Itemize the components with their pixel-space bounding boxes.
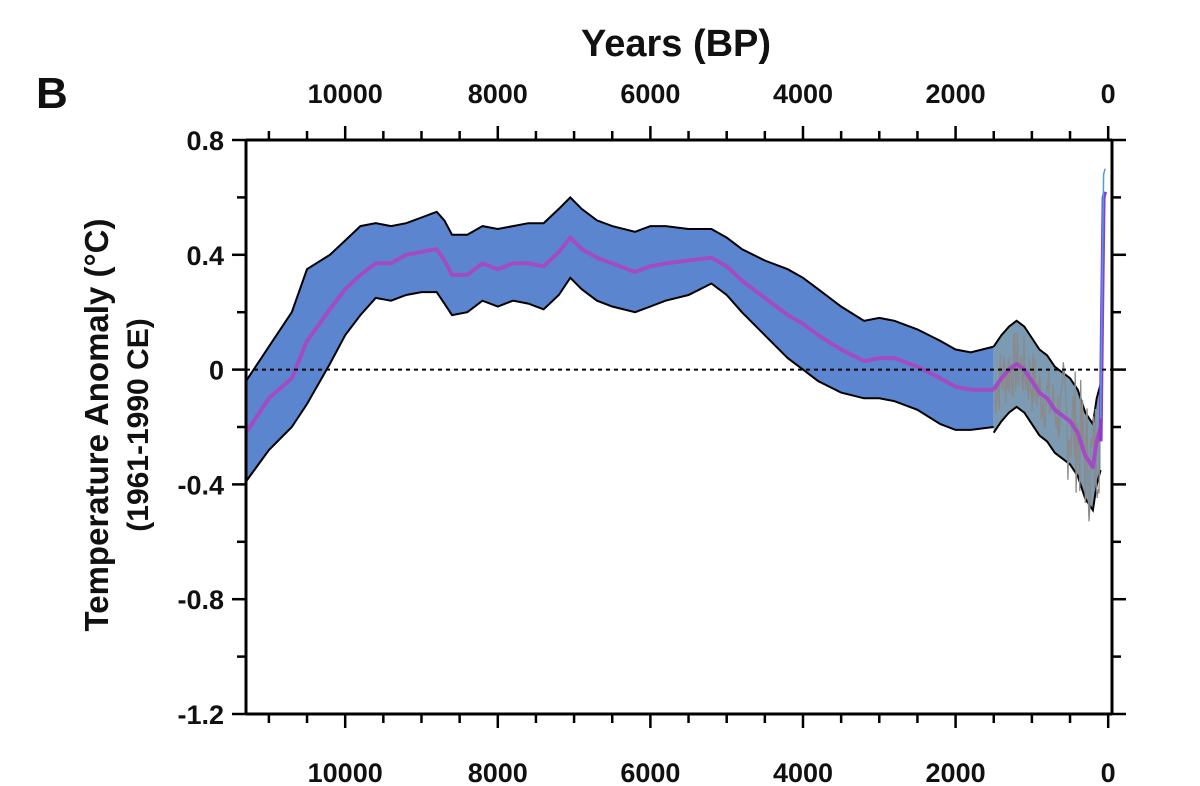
top-x-tick-label: 8000 — [468, 79, 528, 109]
holocene-uncertainty-band — [246, 197, 994, 482]
y-axis-title: Temperature Anomaly (°C) — [78, 219, 115, 632]
y-tick-label: 0.4 — [186, 241, 224, 271]
y-tick-label: 0.8 — [186, 126, 224, 156]
tick-labels: 10000 10000 8000 8000 6000 6000 4000 4000 2000 20… — [177, 79, 1115, 786]
recent-high-resolution-line — [993, 332, 1101, 522]
top-x-tick-label: 0 — [1101, 79, 1116, 109]
bottom-x-tick-label: 4000 — [773, 758, 833, 786]
y-tick-label: -0.8 — [177, 585, 224, 615]
top-axis-title: Years (BP) — [581, 23, 771, 65]
y-tick-label: -0.4 — [177, 470, 224, 500]
bottom-x-tick-label: 10000 — [308, 758, 383, 786]
top-x-tick-label: 4000 — [773, 79, 833, 109]
recent-mean-line — [992, 361, 1103, 470]
uncertainty-band-layer — [245, 195, 1102, 513]
recent-band-upper-edge — [992, 319, 1102, 427]
bottom-x-tick-label: 8000 — [468, 758, 528, 786]
axis-ticks — [232, 126, 1126, 728]
band-upper-edge — [245, 195, 994, 382]
bottom-x-tick-label: 6000 — [620, 758, 680, 786]
series-lines-layer — [244, 168, 1108, 522]
top-x-tick-label: 10000 — [308, 79, 383, 109]
y-tick-label: -1.2 — [177, 700, 224, 730]
top-x-tick-label: 6000 — [620, 79, 680, 109]
y-axis-subtitle: (1961-1990 CE) — [122, 318, 155, 531]
band-lower-edge — [245, 276, 994, 483]
top-x-tick-label: 2000 — [926, 79, 986, 109]
bottom-x-tick-label: 2000 — [926, 758, 986, 786]
instrumental-upper-line — [1099, 168, 1106, 419]
y-tick-label: 0 — [209, 356, 224, 386]
panel-label: B — [36, 69, 68, 118]
bottom-x-tick-label: 0 — [1101, 758, 1116, 786]
holocene-mean-line — [244, 235, 994, 434]
